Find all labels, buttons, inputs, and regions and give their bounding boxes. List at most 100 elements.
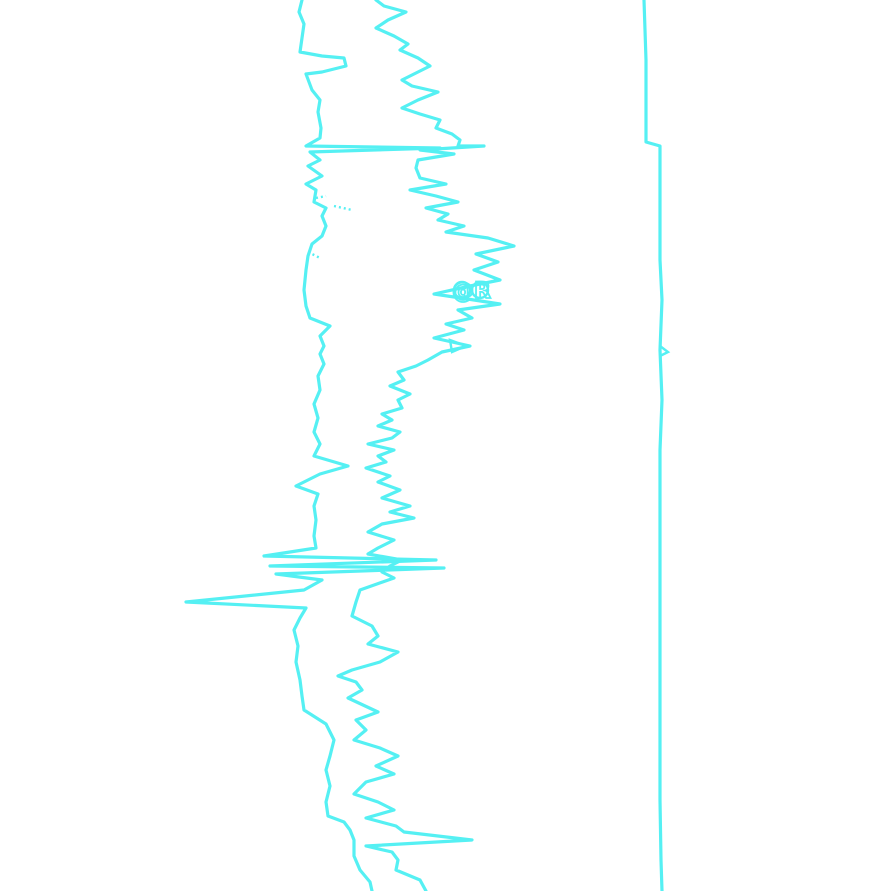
series-3-point bbox=[658, 498, 662, 502]
series-1 bbox=[184, 0, 446, 891]
series-1-point bbox=[314, 546, 318, 550]
series-2-point bbox=[436, 90, 440, 94]
series-1-point bbox=[358, 868, 362, 872]
series-2-point bbox=[444, 322, 448, 326]
series-2-point bbox=[380, 412, 384, 416]
series-1-point bbox=[268, 564, 272, 568]
series-2-point bbox=[404, 10, 408, 14]
series-2-point bbox=[364, 844, 368, 848]
series-2-point bbox=[482, 144, 486, 148]
series-1-point bbox=[352, 838, 356, 842]
series-1-point bbox=[300, 694, 304, 698]
series-1-point bbox=[274, 572, 278, 576]
series-2-point bbox=[428, 64, 432, 68]
series-3-point bbox=[642, 0, 646, 2]
series-2 bbox=[336, 0, 516, 891]
series-1-point bbox=[346, 464, 350, 468]
series-2-point bbox=[414, 166, 418, 170]
series-2-point bbox=[354, 680, 358, 684]
series-2-point bbox=[380, 496, 384, 500]
series-3 bbox=[642, 0, 664, 891]
series-2-point bbox=[384, 460, 388, 464]
series-1-point bbox=[302, 708, 306, 712]
series-1-point bbox=[320, 214, 324, 218]
series-2-point bbox=[376, 710, 380, 714]
series-1-point bbox=[312, 200, 316, 204]
series-2-point bbox=[402, 830, 406, 834]
trace-marker-circle bbox=[452, 280, 472, 300]
series-2-point bbox=[364, 728, 368, 732]
series-3-point bbox=[658, 198, 662, 202]
series-1-point bbox=[300, 36, 304, 40]
series-3-point bbox=[658, 738, 662, 742]
series-2-point bbox=[374, 26, 378, 30]
series-1-point bbox=[352, 854, 356, 858]
series-1-point bbox=[348, 828, 352, 832]
series-2-point bbox=[388, 510, 392, 514]
series-2-point bbox=[364, 466, 368, 470]
series-1-point bbox=[298, 616, 302, 620]
series-3-point bbox=[659, 858, 663, 862]
series-1-point bbox=[328, 324, 332, 328]
series-2-point bbox=[456, 308, 460, 312]
series-1-point bbox=[308, 316, 312, 320]
series-2-point bbox=[432, 292, 436, 296]
series-2-point bbox=[380, 570, 384, 574]
series-2-point bbox=[376, 546, 380, 550]
series-2-point bbox=[470, 838, 474, 842]
series-2-point bbox=[414, 364, 418, 368]
series-2-point bbox=[398, 48, 402, 52]
series-1-point bbox=[306, 164, 310, 168]
series-1-point bbox=[310, 88, 314, 92]
series-3-point bbox=[658, 258, 662, 262]
series-1-point bbox=[300, 0, 304, 2]
series-2-point bbox=[376, 634, 380, 638]
series-1-point bbox=[298, 678, 302, 682]
series-1-point bbox=[316, 416, 320, 420]
series-1-point bbox=[328, 784, 332, 788]
series-1-line bbox=[184, 0, 446, 891]
series-1-point bbox=[342, 820, 346, 824]
series-1-point bbox=[320, 174, 324, 178]
series-1-point bbox=[318, 158, 322, 162]
series-1-point bbox=[434, 558, 438, 562]
series-1-point bbox=[312, 454, 316, 458]
series-2-point bbox=[468, 344, 472, 348]
series-2-point bbox=[462, 328, 466, 332]
series-1-point bbox=[316, 492, 320, 496]
trace-marker-circle bbox=[470, 280, 490, 300]
series-2-point bbox=[388, 384, 392, 388]
series-2-point bbox=[350, 614, 354, 618]
series-2-point bbox=[376, 454, 380, 458]
series-1-point bbox=[310, 242, 314, 246]
series-2-point bbox=[398, 488, 402, 492]
series-3-point bbox=[644, 118, 648, 122]
series-2-point bbox=[410, 84, 414, 88]
series-1-point bbox=[324, 206, 328, 210]
series-3-point bbox=[658, 798, 662, 802]
series-3-point bbox=[644, 58, 648, 62]
series-2-point bbox=[396, 398, 400, 402]
series-3-point bbox=[658, 558, 662, 562]
series-3-point bbox=[660, 398, 664, 402]
series-2-point bbox=[408, 188, 412, 192]
series-1-point bbox=[312, 402, 316, 406]
series-1-point bbox=[326, 814, 330, 818]
series-1-point bbox=[318, 334, 322, 338]
series-2-point bbox=[392, 772, 396, 776]
series-2-point bbox=[400, 106, 404, 110]
series-2-point bbox=[472, 268, 476, 272]
series-1-point bbox=[344, 64, 348, 68]
series-1-point bbox=[314, 518, 318, 522]
series-1-point bbox=[318, 136, 322, 140]
series-2-point bbox=[406, 42, 410, 46]
series-1-point bbox=[368, 880, 372, 884]
series-1-point bbox=[304, 606, 308, 610]
series-2-point bbox=[392, 34, 396, 38]
series-1-point bbox=[316, 110, 320, 114]
series-2-point bbox=[392, 448, 396, 452]
baseline-marker-icon bbox=[659, 345, 671, 358]
artifact-marks bbox=[307, 194, 353, 260]
series-2-point bbox=[470, 316, 474, 320]
